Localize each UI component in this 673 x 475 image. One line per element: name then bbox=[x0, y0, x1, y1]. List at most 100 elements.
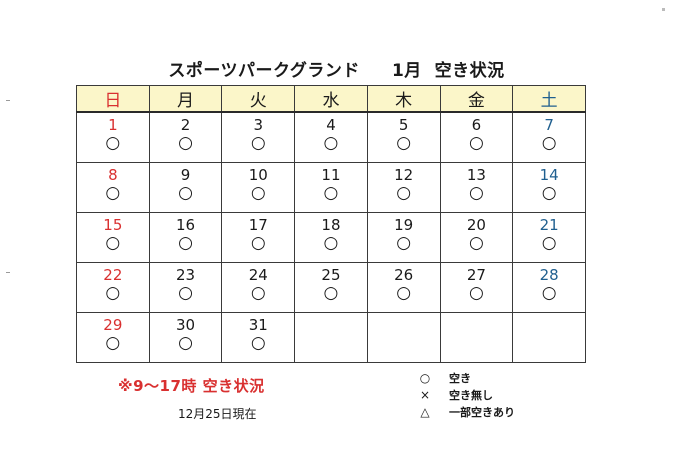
calendar-day-cell: 22 ○ bbox=[76, 262, 150, 313]
calendar-day-cell: 18 ○ bbox=[294, 212, 368, 263]
scan-mark bbox=[6, 100, 10, 101]
calendar-day-cell: 16 ○ bbox=[148, 212, 223, 263]
as-of-date: 12月25日現在 bbox=[178, 407, 257, 421]
calendar-day-cell: 28 ○ bbox=[512, 262, 586, 313]
availability-status-icon: ○ bbox=[250, 183, 266, 203]
calendar-body: 1 ○ 2 ○ 3 ○ 4 ○ 5 ○ 6 ○ 7 ○ 8 ○ 9 ○ 10 ○ 11 ○ 12 ○ 13 ○ 14 ○ 15 ○ 16 ○ 1… bbox=[76, 111, 586, 363]
availability-calendar: 日月火水木金土 1 ○ 2 ○ 3 ○ 4 ○ 5 ○ 6 ○ 7 ○ 8 ○ 9 ○ 10 ○ 11 ○ 12 ○ 13 ○ 14… bbox=[76, 85, 586, 363]
calendar-week-row: 29 ○ 30 ○ 31 ○ bbox=[76, 312, 586, 363]
scan-mark bbox=[6, 272, 10, 273]
availability-status-icon: ○ bbox=[541, 283, 557, 303]
calendar-day-cell: 4 ○ bbox=[294, 111, 368, 163]
calendar-day-cell: 29 ○ bbox=[76, 312, 150, 363]
calendar-day-cell bbox=[439, 312, 514, 363]
availability-status-icon: ○ bbox=[250, 283, 266, 303]
legend-row: △ 一部空きあり bbox=[415, 404, 515, 421]
availability-status-icon: ○ bbox=[396, 133, 412, 153]
legend-symbol-icon: △ bbox=[420, 405, 430, 419]
availability-status-icon: ○ bbox=[396, 283, 412, 303]
legend-row: ○ 空き bbox=[415, 370, 515, 387]
day-number: 31 bbox=[248, 316, 268, 334]
weekday-header-0: 日 bbox=[76, 85, 150, 113]
calendar-day-cell: 27 ○ bbox=[439, 262, 514, 313]
weekday-header-6: 土 bbox=[512, 85, 586, 113]
day-number: 20 bbox=[466, 216, 486, 234]
availability-status-icon: ○ bbox=[323, 183, 339, 203]
weekday-header-1: 月 bbox=[148, 85, 223, 113]
day-number: 11 bbox=[321, 166, 341, 184]
venue-name: スポーツパークグランド bbox=[168, 61, 360, 81]
calendar-day-cell: 1 ○ bbox=[76, 111, 150, 163]
availability-status-icon: ○ bbox=[105, 183, 121, 203]
day-number: 29 bbox=[103, 316, 123, 334]
availability-heading: 空き状況 bbox=[434, 61, 505, 81]
day-number: 21 bbox=[539, 216, 559, 234]
availability-status-icon: ○ bbox=[178, 133, 193, 153]
weekday-header-5: 金 bbox=[439, 85, 514, 113]
calendar-day-cell: 10 ○ bbox=[221, 162, 296, 213]
calendar-day-cell: 31 ○ bbox=[221, 312, 296, 363]
calendar-day-cell: 9 ○ bbox=[148, 162, 223, 213]
availability-status-icon: ○ bbox=[250, 133, 266, 153]
day-number: 17 bbox=[248, 216, 268, 234]
day-number: 24 bbox=[248, 266, 268, 284]
day-number: 3 bbox=[253, 116, 264, 134]
calendar-day-cell: 26 ○ bbox=[366, 262, 441, 313]
calendar-day-cell: 7 ○ bbox=[512, 111, 586, 163]
calendar-week-row: 8 ○ 9 ○ 10 ○ 11 ○ 12 ○ 13 ○ 14 ○ bbox=[76, 162, 586, 213]
weekday-header-3: 水 bbox=[294, 85, 368, 113]
calendar-day-cell: 6 ○ bbox=[439, 111, 514, 163]
day-number: 27 bbox=[466, 266, 486, 284]
availability-status-icon: ○ bbox=[105, 283, 121, 303]
calendar-week-row: 15 ○ 16 ○ 17 ○ 18 ○ 19 ○ 20 ○ 21 ○ bbox=[76, 212, 586, 263]
availability-status-icon: ○ bbox=[396, 183, 412, 203]
hours-note: ※9～17時 空き状況 bbox=[118, 377, 265, 395]
availability-status-icon: ○ bbox=[541, 183, 557, 203]
day-number: 28 bbox=[539, 266, 559, 284]
page-title: スポーツパークグランド 1月 空き状況 bbox=[0, 56, 673, 81]
availability-status-icon: ○ bbox=[105, 333, 121, 353]
calendar-day-cell: 3 ○ bbox=[221, 111, 296, 163]
availability-status-icon: ○ bbox=[178, 183, 193, 203]
weekday-header-4: 木 bbox=[366, 85, 441, 113]
weekday-header-2: 火 bbox=[221, 85, 296, 113]
availability-status-icon: ○ bbox=[468, 283, 484, 303]
availability-status-icon: ○ bbox=[541, 133, 557, 153]
calendar-day-cell: 15 ○ bbox=[76, 212, 150, 263]
day-number: 6 bbox=[471, 116, 482, 134]
calendar-day-cell: 24 ○ bbox=[221, 262, 296, 313]
day-number: 10 bbox=[248, 166, 268, 184]
calendar-day-cell: 25 ○ bbox=[294, 262, 368, 313]
availability-status-icon: ○ bbox=[250, 333, 266, 353]
availability-status-icon: ○ bbox=[541, 233, 557, 253]
scan-mark bbox=[662, 8, 665, 11]
day-number: 4 bbox=[326, 116, 336, 134]
calendar-day-cell: 23 ○ bbox=[148, 262, 223, 313]
day-number: 15 bbox=[103, 216, 123, 234]
calendar-day-cell bbox=[294, 312, 368, 363]
day-number: 26 bbox=[394, 266, 414, 284]
day-number: 8 bbox=[108, 166, 118, 184]
calendar-day-cell: 11 ○ bbox=[294, 162, 368, 213]
calendar-day-cell: 17 ○ bbox=[221, 212, 296, 263]
legend-label: 空き無し bbox=[449, 389, 493, 402]
availability-status-icon: ○ bbox=[323, 133, 339, 153]
day-number: 23 bbox=[176, 266, 196, 284]
availability-status-icon: ○ bbox=[178, 283, 193, 303]
availability-status-icon: ○ bbox=[468, 133, 484, 153]
calendar-day-cell: 19 ○ bbox=[366, 212, 441, 263]
day-number: 2 bbox=[180, 116, 191, 134]
calendar-day-cell: 12 ○ bbox=[366, 162, 441, 213]
day-number: 22 bbox=[103, 266, 123, 284]
availability-status-icon: ○ bbox=[323, 233, 339, 253]
availability-status-icon: ○ bbox=[468, 183, 484, 203]
calendar-day-cell bbox=[512, 312, 586, 363]
status-legend: ○ 空き × 空き無し △ 一部空きあり bbox=[415, 370, 515, 421]
legend-row: × 空き無し bbox=[415, 387, 515, 404]
day-number: 13 bbox=[466, 166, 486, 184]
legend-label: 空き bbox=[449, 372, 471, 385]
day-number: 30 bbox=[176, 316, 196, 334]
day-number: 19 bbox=[394, 216, 414, 234]
day-number: 7 bbox=[544, 116, 554, 134]
legend-symbol-icon: ○ bbox=[419, 371, 431, 385]
